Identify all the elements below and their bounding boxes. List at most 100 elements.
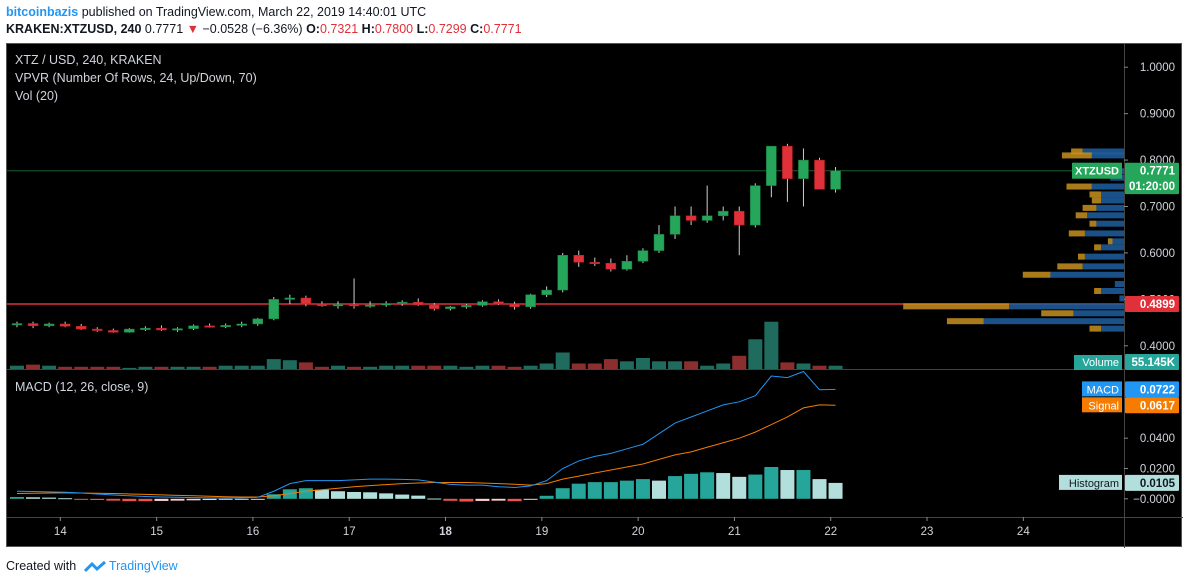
candle-body (300, 297, 312, 305)
symbol-label-bg (1072, 162, 1122, 179)
macd-histogram-bar (459, 498, 474, 502)
candle-body (830, 170, 841, 190)
last-price: 0.7771 (144, 22, 184, 36)
volume-profile-down-bar (1068, 230, 1085, 237)
volume-profile-down-bar (1041, 310, 1074, 317)
volume-bar (363, 366, 378, 369)
symbol-line: KRAKEN:XTZUSD, 240 0.7771 ▼ −0.0528 (−6.… (6, 22, 522, 36)
macd-histogram-bar (58, 498, 73, 500)
candle-body (156, 327, 167, 331)
candles (11, 143, 841, 333)
candle-body (92, 328, 103, 331)
open-value: 0.7321 (319, 22, 359, 36)
macd-histogram-bar (732, 476, 747, 499)
volume-bar (106, 366, 121, 369)
chart-container[interactable]: 1.00000.90000.80000.70000.60000.50000.40… (6, 43, 1183, 548)
legend-macd[interactable]: MACD (12, 26, close, 9) (15, 380, 148, 394)
macd-histogram-bar (812, 479, 827, 499)
volume-bar (90, 366, 105, 369)
volume-bar (250, 365, 265, 369)
candle-body (140, 327, 151, 330)
volume-profile-down-bar (1089, 325, 1101, 332)
candle-body (637, 250, 649, 262)
candle-body (653, 234, 665, 251)
time-tick-label: 17 (343, 526, 356, 538)
macd-histogram-bar (218, 498, 233, 500)
volume-bar (812, 365, 827, 369)
volume-profile (903, 148, 1124, 332)
volume-bar (603, 359, 618, 369)
time-tick-label: 24 (1017, 526, 1030, 538)
candle-body (701, 215, 713, 221)
time-tick-label: 21 (728, 526, 741, 538)
macd-histogram-bar (234, 498, 249, 500)
candle-body (814, 159, 825, 190)
macd-histogram-bar (523, 498, 538, 500)
macd-histogram-bar (186, 498, 201, 501)
macd-histogram-bar (266, 494, 281, 499)
macd-histogram-bar (684, 473, 699, 499)
volume-bar (539, 363, 554, 369)
candle-body (75, 326, 87, 330)
symbol: KRAKEN:XTZUSD, 240 (6, 22, 142, 36)
volume-bar (523, 365, 538, 369)
price-change: −0.0528 (−6.36%) (202, 22, 303, 36)
macd-histogram-bar (26, 497, 41, 499)
volume-profile-down-bar (946, 318, 984, 325)
high-label: H: (361, 22, 375, 36)
volume-bar (507, 366, 522, 369)
macd-histogram-bar (379, 493, 394, 499)
macd-histogram-bar (652, 480, 666, 499)
volume-profile-up-bar (1101, 191, 1124, 198)
macd-histogram-bar (363, 492, 378, 499)
high-value: 0.7800 (374, 22, 414, 36)
volume-bar (234, 365, 249, 369)
volume-bar (10, 365, 24, 369)
macd-tick-label: −0.0000 (1133, 494, 1175, 506)
macd-histogram-bar (507, 498, 522, 502)
candle-body (525, 294, 536, 308)
price-tick-label: 0.4000 (1140, 341, 1175, 353)
macd-line (16, 370, 836, 499)
volume-bar (347, 366, 362, 369)
macd-histogram-bar (331, 491, 345, 499)
macd-histogram-bar (443, 498, 458, 501)
volume-profile-down-bar (1094, 244, 1101, 251)
volume-bar (266, 359, 281, 369)
volume-profile-down-bar (1091, 197, 1101, 204)
time-tick-label: 23 (921, 526, 934, 538)
volume-bar (58, 366, 73, 369)
candle-body (685, 215, 697, 221)
legend-title[interactable]: XTZ / USD, 240, KRAKEN (15, 53, 162, 67)
volume-bar (684, 361, 699, 369)
tradingview-brand[interactable]: TradingView (108, 559, 178, 573)
legend-vpvr[interactable]: VPVR (Number Of Rows, 24, Up/Down, 70) (15, 71, 257, 85)
volume-bar (218, 365, 233, 369)
signal-label-bg (1082, 397, 1122, 413)
candle-body (589, 261, 601, 264)
volume-bar (652, 361, 666, 369)
macd-histogram-bar (491, 498, 506, 501)
legend-vol[interactable]: Vol (20) (15, 89, 58, 103)
volume-bar (331, 365, 345, 369)
candle-body (766, 145, 777, 186)
volume-bar (475, 365, 490, 369)
author-name[interactable]: bitcoinbazis (6, 5, 79, 19)
volume-bar (700, 365, 715, 369)
macd-value-bg (1125, 381, 1179, 398)
volume-bar (459, 366, 474, 369)
tradingview-logo-icon (83, 560, 106, 572)
macd-histogram-bar (796, 470, 811, 499)
candle-body (605, 262, 617, 270)
symbol-label: XTZUSD (1075, 166, 1119, 178)
candle-body (332, 304, 344, 307)
macd-histogram-bar (170, 498, 185, 501)
grid-lines (7, 44, 1183, 548)
low-value: 0.7299 (428, 22, 467, 36)
chart-svg[interactable]: 1.00000.90000.80000.70000.60000.50000.40… (7, 44, 1183, 548)
macd-tick-label: 0.0400 (1140, 433, 1175, 445)
volume-profile-up-bar (1082, 263, 1124, 270)
macd-label-bg (1082, 381, 1122, 397)
candle-body (124, 328, 135, 333)
candle-body (750, 185, 761, 226)
